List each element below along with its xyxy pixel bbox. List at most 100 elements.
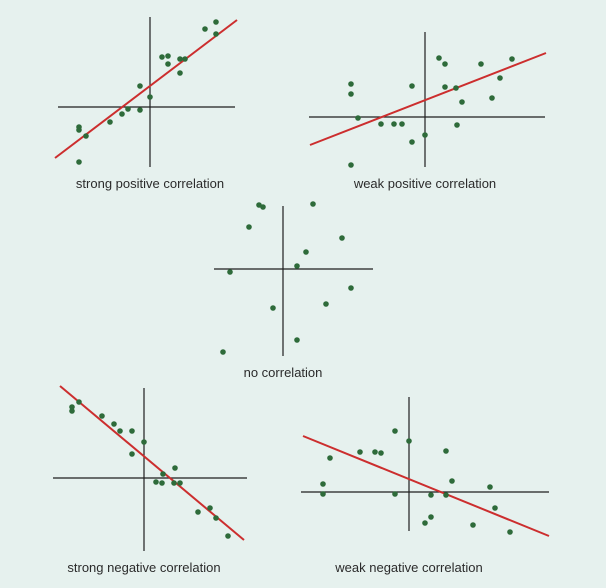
data-point [107, 119, 113, 125]
data-point [378, 450, 384, 456]
data-point [348, 162, 354, 168]
data-point [487, 484, 493, 490]
data-point [69, 408, 75, 414]
data-point [392, 491, 398, 497]
data-point [159, 480, 165, 486]
data-point [409, 83, 415, 89]
data-point [195, 509, 201, 515]
data-point [327, 455, 333, 461]
panel-strong-positive: strong positive correlation [54, 17, 238, 191]
data-point [348, 285, 354, 291]
panel-caption: weak positive correlation [353, 176, 496, 191]
data-point [442, 61, 448, 67]
data-point [160, 471, 166, 477]
data-point [310, 201, 316, 207]
data-point [449, 478, 455, 484]
data-point [227, 269, 233, 275]
data-point [323, 301, 329, 307]
data-point [182, 56, 188, 62]
data-point [294, 337, 300, 343]
data-point [339, 235, 345, 241]
data-point [348, 81, 354, 87]
data-point [165, 53, 171, 59]
data-point [165, 61, 171, 67]
data-point [399, 121, 405, 127]
data-points [309, 52, 547, 168]
data-point [225, 533, 231, 539]
data-point [378, 121, 384, 127]
data-point [348, 91, 354, 97]
data-point [443, 492, 449, 498]
data-point [391, 121, 397, 127]
data-point [69, 404, 75, 410]
data-point [320, 491, 326, 497]
data-point [492, 505, 498, 511]
data-point [509, 56, 515, 62]
panel-strong-negative: strong negative correlation [53, 385, 247, 575]
data-point [129, 428, 135, 434]
data-point [443, 448, 449, 454]
data-point [137, 107, 143, 113]
data-points [59, 385, 245, 541]
data-point [213, 19, 219, 25]
data-point [177, 480, 183, 486]
data-point [76, 399, 82, 405]
data-point [141, 439, 147, 445]
data-point [355, 115, 361, 121]
data-point [422, 132, 428, 138]
data-point [213, 515, 219, 521]
data-point [459, 99, 465, 105]
data-point [406, 438, 412, 444]
data-point [172, 465, 178, 471]
data-point [489, 95, 495, 101]
data-point [428, 514, 434, 520]
data-point [436, 55, 442, 61]
data-points [302, 428, 550, 537]
data-point [320, 481, 326, 487]
data-point [76, 124, 82, 130]
data-point [125, 106, 131, 112]
panel-caption: weak negative correlation [334, 560, 482, 575]
panel-caption: strong positive correlation [76, 176, 224, 191]
panel-weak-negative: weak negative correlation [301, 397, 550, 575]
data-point [294, 263, 300, 269]
data-point [260, 204, 266, 210]
data-point [137, 83, 143, 89]
data-point [470, 522, 476, 528]
data-point [177, 56, 183, 62]
data-point [153, 479, 159, 485]
data-point [220, 349, 226, 355]
data-point [99, 413, 105, 419]
panel-no-correlation: no correlation [214, 201, 373, 380]
data-point [422, 520, 428, 526]
data-point [409, 139, 415, 145]
data-point [119, 111, 125, 117]
data-points [54, 19, 238, 165]
data-point [392, 428, 398, 434]
data-point [177, 70, 183, 76]
data-point [357, 449, 363, 455]
data-point [303, 249, 309, 255]
data-point [202, 26, 208, 32]
data-points [220, 201, 354, 355]
data-point [372, 449, 378, 455]
data-point [147, 94, 153, 100]
panel-weak-positive: weak positive correlation [309, 32, 547, 191]
data-point [213, 31, 219, 37]
panel-caption: strong negative correlation [67, 560, 220, 575]
data-point [270, 305, 276, 311]
line-of-best-fit [302, 435, 550, 537]
data-point [454, 122, 460, 128]
data-point [442, 84, 448, 90]
data-point [117, 428, 123, 434]
data-point [83, 133, 89, 139]
data-point [478, 61, 484, 67]
line-of-best-fit [59, 385, 245, 541]
data-point [507, 529, 513, 535]
data-point [129, 451, 135, 457]
data-point [76, 159, 82, 165]
data-point [171, 480, 177, 486]
